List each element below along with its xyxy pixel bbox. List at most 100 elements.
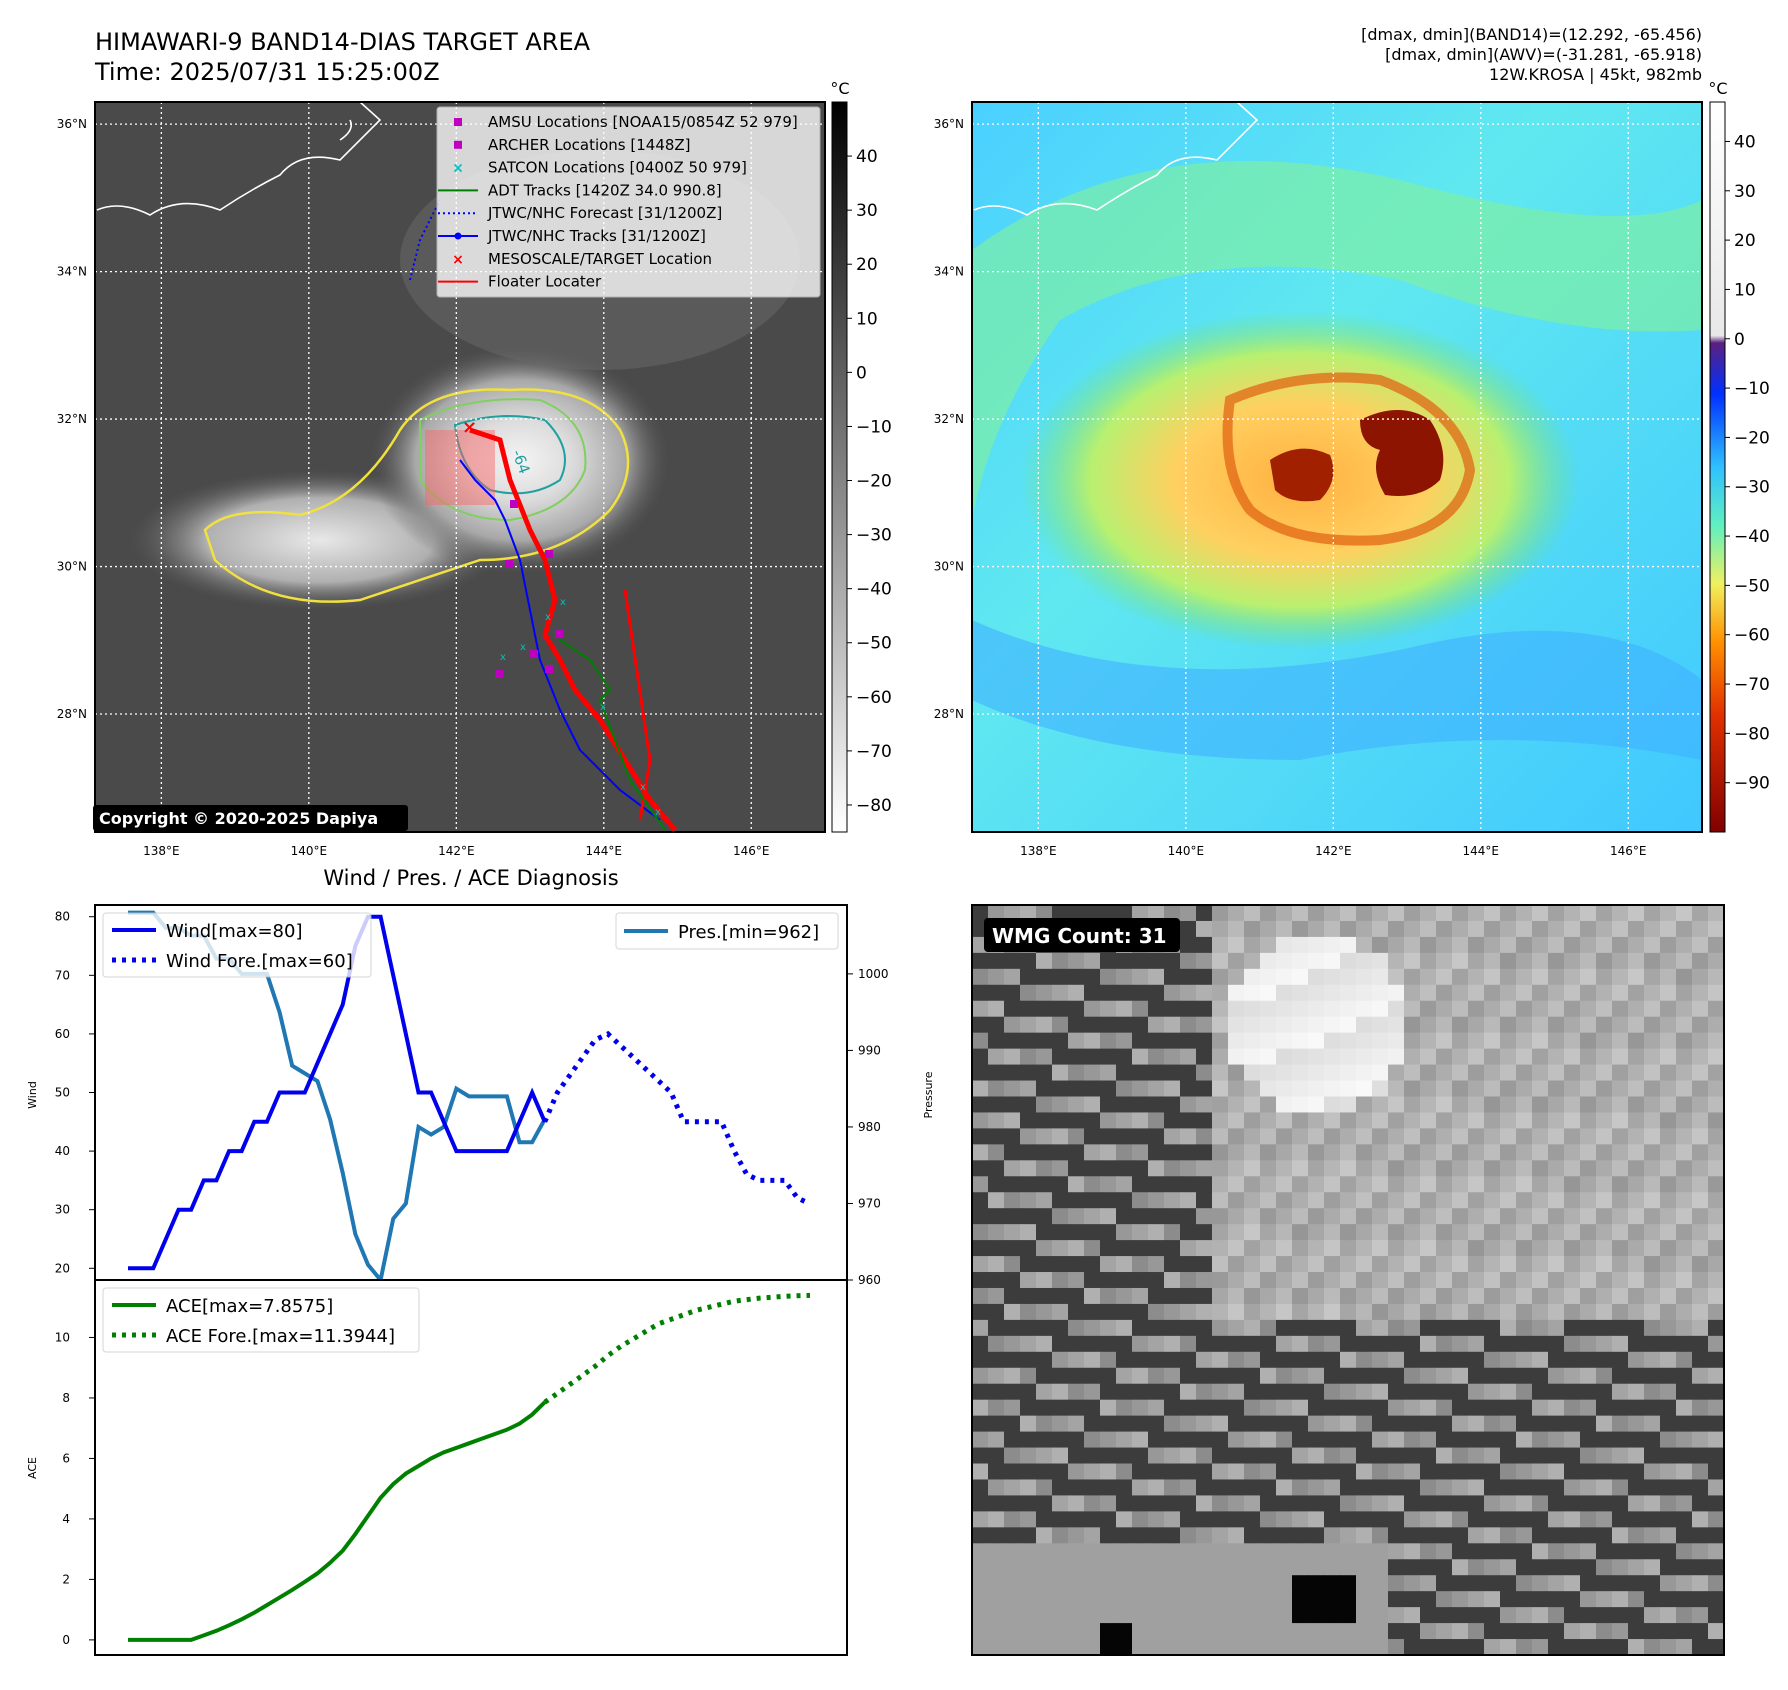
wmg-pixel xyxy=(1132,1367,1149,1385)
lon-tick-label: 146°E xyxy=(1610,844,1647,858)
wmg-pixel xyxy=(1148,1272,1165,1289)
wmg-pixel xyxy=(1164,1431,1181,1449)
wmg-pixel xyxy=(1372,1463,1389,1481)
wmg-pixel xyxy=(1516,1415,1533,1433)
wmg-pixel xyxy=(1148,1351,1165,1369)
wmg-pixel xyxy=(1580,1575,1597,1592)
wmg-pixel xyxy=(1404,968,1421,986)
wmg-pixel xyxy=(1484,1256,1501,1273)
wmg-pixel xyxy=(1180,1096,1197,1114)
wmg-pixel xyxy=(1036,1591,1053,1608)
wmg-pixel xyxy=(1452,1064,1469,1082)
ir-target-box xyxy=(425,430,495,505)
wmg-pixel xyxy=(1324,1240,1341,1257)
wmg-pixel xyxy=(1436,1575,1453,1592)
wmg-pixel xyxy=(1036,1064,1053,1082)
colorbar-tick-label: −70 xyxy=(1734,675,1770,695)
wmg-pixel xyxy=(1068,1319,1085,1337)
wmg-pixel xyxy=(1452,1431,1469,1449)
wmg-pixel xyxy=(1532,1000,1549,1018)
wmg-pixel xyxy=(1420,1591,1437,1608)
wmg-pixel xyxy=(1276,1431,1293,1449)
wmg-pixel xyxy=(1404,1192,1421,1209)
wmg-pixel xyxy=(1452,1128,1469,1145)
wmg-pixel xyxy=(1372,1383,1389,1401)
wmg-pixel xyxy=(1116,968,1133,986)
wmg-pixel xyxy=(1436,1208,1453,1225)
wmg-pixel xyxy=(1324,1415,1341,1433)
wmg-pixel xyxy=(1420,1144,1437,1161)
wmg-pixel xyxy=(972,1287,989,1305)
wmg-pixel xyxy=(1180,1064,1197,1082)
wmg-pixel xyxy=(1532,1208,1549,1225)
wmg-pixel xyxy=(1644,1399,1661,1417)
wmg-pixel xyxy=(1548,1256,1565,1273)
wmg-pixel xyxy=(1516,1016,1533,1034)
wmg-pixel xyxy=(1596,952,1613,970)
wmg-pixel xyxy=(1388,1591,1405,1608)
wmg-pixel xyxy=(1276,1575,1293,1592)
ace-tick-label: 0 xyxy=(62,1633,70,1647)
wmg-pixel xyxy=(1276,1463,1293,1481)
wmg-pixel xyxy=(1148,1016,1165,1034)
wmg-pixel xyxy=(1276,952,1293,970)
wmg-pixel xyxy=(1100,1351,1117,1369)
wmg-pixel xyxy=(988,1064,1005,1082)
wmg-pixel xyxy=(1500,1319,1517,1337)
wmg-pixel xyxy=(1052,1048,1069,1066)
wmg-pixel xyxy=(1404,1224,1421,1241)
wmg-pixel xyxy=(1164,1224,1181,1241)
wmg-pixel xyxy=(1292,1335,1309,1353)
ace-tick-label: 6 xyxy=(62,1451,70,1465)
wmg-pixel xyxy=(1340,1607,1357,1624)
wmg-pixel xyxy=(1212,1511,1229,1528)
wmg-pixel xyxy=(1708,1351,1725,1369)
lat-tick-label: 32°N xyxy=(934,412,964,426)
wmg-pixel xyxy=(1452,1319,1469,1337)
wmg-pixel xyxy=(1532,1128,1549,1145)
wmg-pixel xyxy=(1164,1495,1181,1512)
wmg-pixel xyxy=(988,1096,1005,1114)
wmg-pixel xyxy=(1228,1256,1245,1273)
wmg-pixel xyxy=(1596,1623,1613,1640)
wmg-pixel xyxy=(1372,1192,1389,1209)
lat-tick-label: 36°N xyxy=(57,117,87,131)
lat-tick-label: 30°N xyxy=(934,560,964,574)
wmg-pixel xyxy=(1436,1080,1453,1098)
wmg-pixel xyxy=(1596,1527,1613,1544)
wmg-pixel xyxy=(1468,1048,1485,1066)
wmg-pixel xyxy=(1068,1607,1085,1624)
wmg-pixel xyxy=(1132,952,1149,970)
wmg-pixel xyxy=(1516,1112,1533,1130)
wmg-pixel xyxy=(1148,1032,1165,1050)
wmg-pixel xyxy=(1148,968,1165,986)
wmg-pixel xyxy=(1420,1431,1437,1449)
wmg-pixel xyxy=(1084,905,1101,922)
wind-fore-legend-label: Wind Fore.[max=60] xyxy=(166,951,353,972)
wmg-pixel xyxy=(1228,1096,1245,1114)
wmg-pixel xyxy=(1708,1559,1725,1576)
wmg-pixel xyxy=(1708,1128,1725,1145)
wmg-pixel xyxy=(1628,1256,1645,1273)
wmg-pixel xyxy=(1052,1080,1069,1098)
wmg-pixel xyxy=(1564,1335,1581,1353)
target-marker: × xyxy=(462,417,477,438)
wmg-pixel xyxy=(1132,1383,1149,1401)
wmg-pixel xyxy=(1212,1176,1229,1193)
lon-tick-label: 142°E xyxy=(1315,844,1352,858)
wmg-pixel xyxy=(1036,1495,1053,1512)
wmg-pixel xyxy=(1372,1495,1389,1512)
wmg-pixel xyxy=(1548,1351,1565,1369)
wmg-pixel xyxy=(1228,1415,1245,1433)
wmg-pixel xyxy=(1292,1479,1309,1497)
wmg-pixel xyxy=(1452,1000,1469,1018)
wmg-pixel xyxy=(1548,1048,1565,1066)
wmg-pixel xyxy=(1692,1543,1709,1560)
wmg-pixel xyxy=(1116,1192,1133,1209)
wmg-pixel xyxy=(1148,1000,1165,1018)
wmg-pixel xyxy=(1068,1096,1085,1114)
wmg-pixel xyxy=(1564,1287,1581,1305)
wmg-pixel xyxy=(1228,1080,1245,1098)
wmg-pixel xyxy=(1580,1096,1597,1114)
wmg-pixel xyxy=(1532,1144,1549,1161)
